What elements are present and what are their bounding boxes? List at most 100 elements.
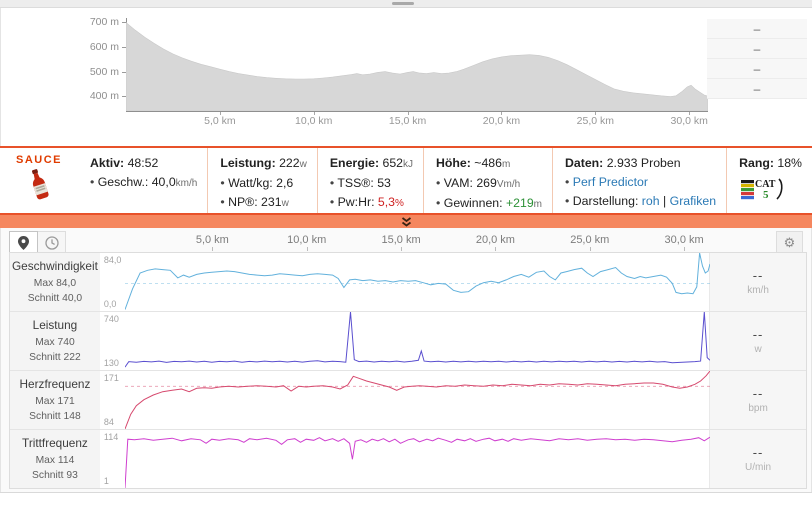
- darstellung-roh-link[interactable]: roh: [641, 194, 660, 208]
- stat-col-daten: Daten: 2.933 Proben Perf Predictor Darst…: [552, 148, 726, 213]
- svg-text:CAT: CAT: [755, 179, 776, 190]
- x-tick-label: 30,0 km: [670, 115, 708, 127]
- top-collapse-strip[interactable]: [0, 0, 812, 8]
- chart-name: Herzfrequenz: [19, 376, 91, 391]
- elevation-y-tick: [122, 71, 126, 73]
- chart-label-hr: Herzfrequenz Max 171 Schnitt 148: [10, 371, 100, 429]
- chart-avg-label: Schnitt 93: [32, 469, 78, 481]
- x-tick: [684, 247, 686, 251]
- chart-max-label: Max 740: [35, 336, 75, 348]
- chart-label-power: Leistung Max 740 Schnitt 222: [10, 312, 100, 370]
- chart-label-speed: Geschwindigkeit Max 84,0 Schnitt 40,0: [10, 253, 100, 311]
- x-tick-label: 5,0 km: [195, 234, 229, 246]
- elevation-y-tick: [122, 96, 126, 98]
- overview-side-row: –: [707, 79, 807, 99]
- chart-row-power: Leistung Max 740 Schnitt 222 740 130 -- w: [10, 312, 806, 371]
- chart-label-cadence: Trittfrequenz Max 114 Schnitt 93: [10, 430, 100, 488]
- settings-button[interactable]: ⚙: [776, 231, 803, 254]
- chart-max-label: Max 114: [35, 454, 75, 466]
- overview-side-row: –: [707, 39, 807, 59]
- x-tick: [313, 112, 315, 115]
- x-tick: [407, 112, 409, 115]
- x-tick: [689, 112, 691, 115]
- map-pin-icon: [18, 235, 29, 250]
- x-tick-label: 20,0 km: [482, 115, 521, 127]
- x-tick: [495, 247, 497, 251]
- x-tick: [401, 247, 403, 251]
- chart-name: Trittfrequenz: [22, 435, 88, 450]
- elevation-y-tick-label: 600 m: [89, 41, 119, 54]
- y-axis-max-label: 84,0: [103, 255, 122, 265]
- y-axis-min-label: 1: [103, 476, 109, 486]
- sauce-bottle-icon: [31, 169, 49, 200]
- brand-logo: SAUCE: [0, 148, 78, 213]
- chart-max-label: Max 84,0: [33, 277, 77, 289]
- x-tick-label: 15,0 km: [381, 234, 421, 246]
- chart-value-speed: -- km/h: [709, 253, 806, 311]
- unit-label: w: [754, 344, 762, 355]
- current-value: --: [752, 445, 764, 460]
- chart-svg-speed[interactable]: [124, 253, 710, 311]
- cat5-badge: CAT 5: [739, 175, 802, 203]
- collapse-bar[interactable]: [0, 215, 812, 228]
- x-tick: [589, 247, 591, 251]
- chart-value-power: -- w: [709, 312, 806, 370]
- x-tick-label: 10,0 km: [295, 115, 333, 127]
- elevation-y-tick: [122, 22, 126, 24]
- darstellung-grafiken-link[interactable]: Grafiken: [669, 194, 717, 208]
- stat-col-hoehe: Höhe: ~486m VAM: 269Vm/h Gewinnen: +219m: [423, 148, 552, 213]
- charts-panel: 5,0 km 10,0 km 15,0 km 20,0 km 25,0 km 30,0 k…: [0, 228, 812, 492]
- chart-avg-label: Schnitt 148: [29, 410, 81, 422]
- x-tick-label: 30,0 km: [664, 234, 704, 246]
- chart-plot-speed[interactable]: 84,0 0,0: [99, 253, 710, 311]
- x-tick-label: 25,0 km: [570, 234, 610, 246]
- stat-col-leistung: Leistung: 222w Watt/kg: 2,6 NP®: 231w: [207, 148, 317, 213]
- gear-icon: ⚙: [783, 234, 796, 250]
- chart-rows: Geschwindigkeit Max 84,0 Schnitt 40,0 84,0 0…: [9, 252, 807, 489]
- elevation-y-tick-label: 700 m: [89, 16, 119, 29]
- chart-name: Leistung: [32, 317, 78, 332]
- overview-side-row: –: [707, 59, 807, 79]
- x-tick: [219, 112, 221, 115]
- chart-avg-label: Schnitt 222: [29, 351, 81, 363]
- stat-col-aktiv: Aktiv: 48:52 Geschw.: 40,0km/h: [78, 148, 207, 213]
- chart-plot-hr[interactable]: 171 84: [99, 371, 710, 429]
- x-tick: [595, 112, 597, 115]
- app-window: 700 m 600 m 500 m 400 m 5,0 km 10,0 km 15,0 k…: [0, 0, 812, 493]
- overview-side-panel: – – – –: [707, 19, 807, 99]
- unit-label: bpm: [748, 403, 768, 414]
- y-axis-max-label: 740: [103, 314, 119, 324]
- perf-predictor-link[interactable]: Perf Predictor: [572, 175, 648, 189]
- x-tick-label: 10,0 km: [287, 234, 327, 246]
- chart-max-label: Max 171: [35, 395, 75, 407]
- elevation-overview: 700 m 600 m 500 m 400 m 5,0 km 10,0 km 15,0 k…: [0, 8, 812, 146]
- stats-bar: SAUCE Aktiv: 48:52 Geschw.: 40,0km/h Lei…: [0, 146, 812, 215]
- x-tick: [212, 247, 214, 251]
- chart-plot-power[interactable]: 740 130: [99, 312, 710, 370]
- chart-value-hr: -- bpm: [709, 371, 806, 429]
- double-chevron-down-icon: [401, 216, 411, 227]
- stat-col-rang: Rang: 18% CAT 5: [726, 148, 812, 213]
- toggle-time-button[interactable]: [38, 231, 66, 254]
- x-tick: [501, 112, 503, 115]
- x-axis-mode-toggle: [9, 231, 66, 254]
- toggle-distance-button[interactable]: [9, 231, 38, 254]
- drag-handle-icon[interactable]: [392, 2, 414, 5]
- chart-value-cadence: -- U/min: [709, 430, 806, 488]
- elevation-y-tick-label: 400 m: [89, 90, 119, 103]
- chart-svg-cadence[interactable]: [124, 430, 710, 488]
- chart-svg-hr[interactable]: [124, 371, 710, 429]
- chart-avg-label: Schnitt 40,0: [27, 292, 83, 304]
- chart-svg-power[interactable]: [124, 312, 710, 370]
- elevation-y-tick: [122, 47, 126, 49]
- unit-label: km/h: [747, 285, 769, 296]
- svg-text:5: 5: [763, 189, 769, 201]
- clock-icon: [44, 235, 59, 250]
- elevation-chart[interactable]: [126, 20, 708, 111]
- y-axis-max-label: 114: [103, 432, 119, 442]
- x-tick-label: 25,0 km: [576, 115, 615, 127]
- x-tick: [306, 247, 308, 251]
- chart-plot-cadence[interactable]: 114 1: [99, 430, 710, 488]
- current-value: --: [752, 386, 764, 401]
- y-axis-min-label: 130: [103, 358, 119, 368]
